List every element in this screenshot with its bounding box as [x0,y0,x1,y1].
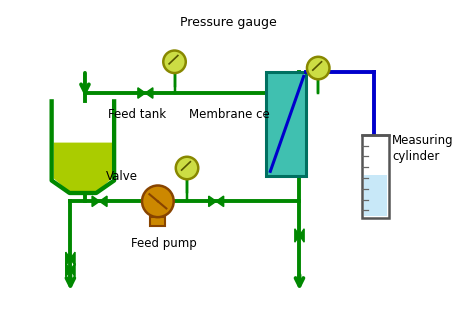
Polygon shape [295,229,304,242]
Text: Measuring
cylinder: Measuring cylinder [392,134,454,163]
Text: Pressure gauge: Pressure gauge [180,16,277,29]
Polygon shape [209,196,224,207]
Text: Membrane ce: Membrane ce [189,108,270,121]
Text: Feed pump: Feed pump [131,237,197,250]
Circle shape [176,157,198,179]
Polygon shape [66,252,75,265]
Bar [364,175,387,216]
Polygon shape [92,196,107,207]
Text: Valve: Valve [106,170,138,183]
Bar [266,72,306,176]
Text: Feed tank: Feed tank [108,108,166,121]
Circle shape [142,185,173,217]
Bar [362,135,389,218]
Polygon shape [66,263,75,277]
Circle shape [307,57,329,79]
Polygon shape [138,88,153,98]
Circle shape [163,50,186,73]
Bar [150,217,165,226]
Polygon shape [54,142,112,192]
